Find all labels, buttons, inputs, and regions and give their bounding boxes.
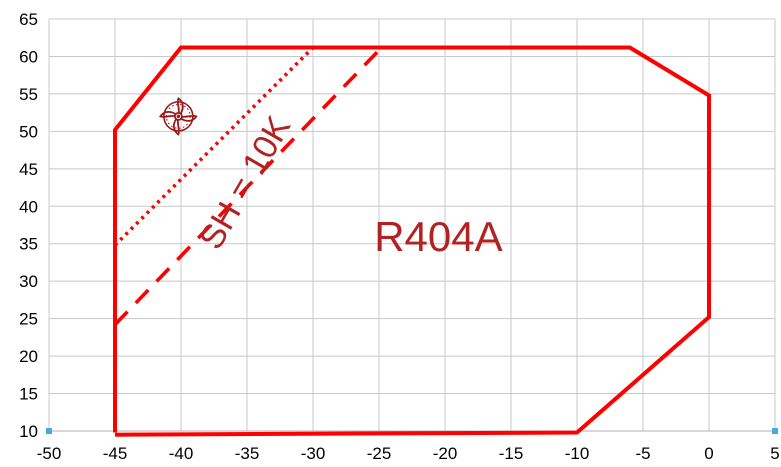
x-tick-label: -5 <box>635 444 650 463</box>
y-tick-label: 10 <box>19 422 38 441</box>
y-tick-label: 40 <box>19 197 38 216</box>
superheat-limit-line <box>113 46 383 326</box>
grid <box>48 18 776 432</box>
y-tick-label: 65 <box>19 10 38 29</box>
y-tick-label: 45 <box>19 160 38 179</box>
operating-envelope-line <box>113 45 711 437</box>
axis-marker <box>772 428 778 434</box>
x-tick-label: -25 <box>367 444 392 463</box>
y-tick-label: 35 <box>19 235 38 254</box>
axis-marker <box>46 428 52 434</box>
x-tick-label: -15 <box>499 444 524 463</box>
y-tick-label: 55 <box>19 85 38 104</box>
x-tick-label: -50 <box>37 444 62 463</box>
y-axis-ticks: 10 15 20 25 30 35 40 45 50 55 60 65 <box>19 10 38 441</box>
y-tick-label: 20 <box>19 347 38 366</box>
y-tick-label: 50 <box>19 122 38 141</box>
x-tick-label: -20 <box>433 444 458 463</box>
y-tick-label: 60 <box>19 47 38 66</box>
y-tick-label: 30 <box>19 272 38 291</box>
x-tick-label: 5 <box>770 444 779 463</box>
x-tick-label: -35 <box>235 444 260 463</box>
refrigerant-label: R404A <box>374 213 502 260</box>
y-tick-label: 25 <box>19 310 38 329</box>
x-tick-label: -45 <box>103 444 128 463</box>
series-lines <box>113 45 711 437</box>
y-tick-label: 15 <box>19 385 38 404</box>
x-tick-label: -40 <box>169 444 194 463</box>
x-tick-label: 0 <box>704 444 713 463</box>
x-tick-label: -10 <box>565 444 590 463</box>
x-axis-ticks: -50 -45 -40 -35 -30 -25 -20 -15 -10 -5 0 5 <box>37 444 780 463</box>
x-tick-label: -30 <box>301 444 326 463</box>
dotted-limit-line <box>113 46 315 247</box>
fan-icon <box>159 97 198 136</box>
axis-markers <box>46 428 778 434</box>
